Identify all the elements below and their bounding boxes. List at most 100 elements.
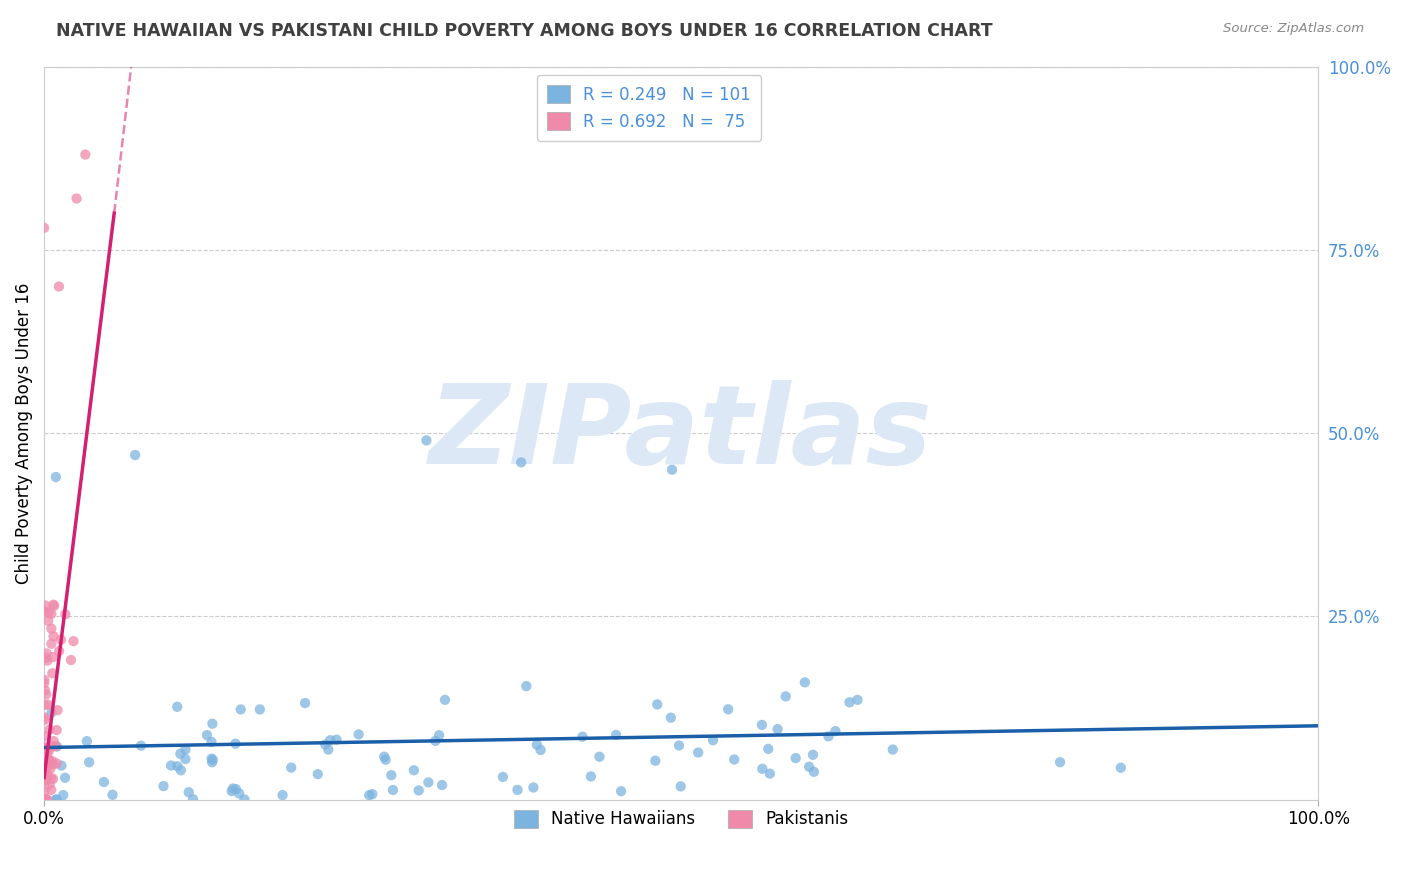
Point <box>522 780 544 795</box>
Point <box>65 192 87 206</box>
Point <box>588 749 610 764</box>
Point <box>225 782 247 797</box>
Point <box>45 470 67 484</box>
Point <box>38 754 60 768</box>
Point <box>52 788 75 802</box>
Text: ZIPatlas: ZIPatlas <box>429 380 934 486</box>
Point <box>803 764 825 779</box>
Point <box>775 690 797 704</box>
Point <box>838 695 860 709</box>
Point <box>249 702 271 716</box>
Point <box>661 463 683 477</box>
Point <box>318 742 340 756</box>
Point <box>530 743 553 757</box>
Point <box>723 752 745 766</box>
Point <box>101 788 124 802</box>
Point <box>222 781 245 796</box>
Point <box>882 742 904 756</box>
Point <box>35 688 58 702</box>
Point <box>48 279 70 293</box>
Point <box>688 746 710 760</box>
Text: Source: ZipAtlas.com: Source: ZipAtlas.com <box>1223 22 1364 36</box>
Point <box>427 728 450 742</box>
Point <box>32 792 55 806</box>
Point <box>32 604 55 618</box>
Point <box>307 767 329 781</box>
Point <box>37 698 59 712</box>
Point <box>34 683 56 698</box>
Point <box>42 629 65 643</box>
Point <box>34 745 56 759</box>
Point <box>34 792 56 806</box>
Point <box>45 723 67 737</box>
Point <box>380 768 402 782</box>
Point <box>34 772 56 786</box>
Point <box>359 788 381 802</box>
Point <box>1049 756 1071 770</box>
Point <box>38 744 60 758</box>
Point <box>93 775 115 789</box>
Point <box>32 744 55 758</box>
Point <box>37 768 59 782</box>
Point <box>48 644 70 658</box>
Text: NATIVE HAWAIIAN VS PAKISTANI CHILD POVERTY AMONG BOYS UNDER 16 CORRELATION CHART: NATIVE HAWAIIAN VS PAKISTANI CHILD POVER… <box>56 22 993 40</box>
Point <box>669 780 692 794</box>
Point <box>62 634 84 648</box>
Point <box>347 727 370 741</box>
Point <box>319 733 342 747</box>
Point <box>228 787 250 801</box>
Point <box>45 739 67 754</box>
Point <box>34 710 56 724</box>
Point <box>200 735 222 749</box>
Point <box>506 783 529 797</box>
Point <box>129 739 152 753</box>
Point <box>37 747 59 762</box>
Point <box>195 728 218 742</box>
Point <box>515 679 537 693</box>
Point <box>39 783 62 797</box>
Point <box>166 759 188 773</box>
Point <box>34 729 56 743</box>
Point <box>76 734 98 748</box>
Point <box>35 647 58 661</box>
Point <box>702 733 724 747</box>
Point <box>174 742 197 756</box>
Point <box>373 749 395 764</box>
Point <box>221 784 243 798</box>
Point <box>415 434 437 448</box>
Point <box>181 792 204 806</box>
Point <box>314 738 336 752</box>
Point <box>280 761 302 775</box>
Point <box>34 698 56 712</box>
Point <box>759 766 782 780</box>
Point <box>224 737 246 751</box>
Point <box>166 699 188 714</box>
Point <box>42 757 65 772</box>
Point <box>34 713 56 727</box>
Point <box>34 673 56 687</box>
Point <box>817 729 839 743</box>
Point <box>418 775 440 789</box>
Point <box>45 756 67 771</box>
Point <box>34 599 56 613</box>
Point <box>271 788 294 802</box>
Point <box>38 778 60 792</box>
Point <box>668 739 690 753</box>
Point <box>60 653 83 667</box>
Point <box>35 759 58 773</box>
Point <box>77 756 100 770</box>
Point <box>34 739 56 754</box>
Point <box>433 693 456 707</box>
Point <box>492 770 515 784</box>
Point <box>32 220 55 235</box>
Point <box>571 730 593 744</box>
Point <box>51 758 73 772</box>
Point <box>34 650 56 665</box>
Point <box>793 675 815 690</box>
Point <box>610 784 633 798</box>
Point <box>170 764 193 778</box>
Point <box>785 751 807 765</box>
Point <box>605 728 627 742</box>
Point <box>374 753 396 767</box>
Point <box>294 696 316 710</box>
